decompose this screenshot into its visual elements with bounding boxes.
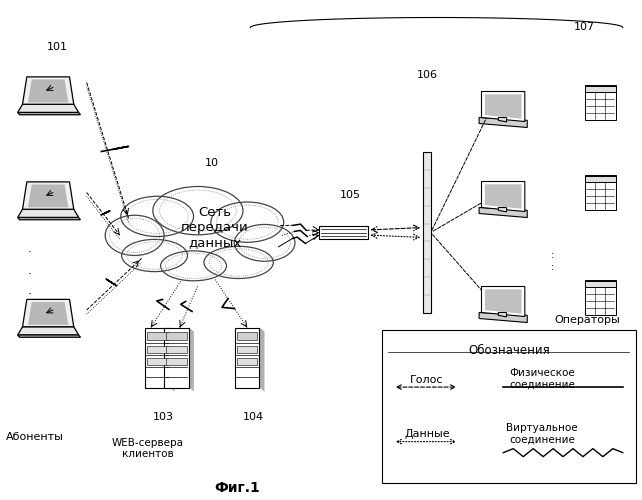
FancyBboxPatch shape — [320, 226, 367, 238]
Text: Данные: Данные — [404, 429, 450, 439]
FancyBboxPatch shape — [423, 152, 431, 312]
Polygon shape — [482, 92, 525, 122]
Text: Виртуальное
соединение: Виртуальное соединение — [506, 423, 578, 444]
Text: Сеть
передачи
данных: Сеть передачи данных — [181, 206, 249, 249]
Polygon shape — [498, 118, 507, 122]
FancyBboxPatch shape — [147, 346, 168, 354]
FancyBboxPatch shape — [235, 328, 259, 388]
Polygon shape — [498, 208, 507, 212]
Polygon shape — [28, 302, 68, 325]
Polygon shape — [17, 210, 78, 218]
Text: 101: 101 — [48, 42, 68, 52]
Text: Физическое
соединение: Физическое соединение — [509, 368, 575, 390]
Polygon shape — [28, 80, 68, 102]
Text: :: : — [550, 250, 554, 260]
Ellipse shape — [234, 224, 295, 261]
FancyBboxPatch shape — [147, 358, 168, 366]
Ellipse shape — [211, 202, 284, 242]
Text: 107: 107 — [574, 22, 594, 32]
Polygon shape — [259, 328, 265, 392]
FancyBboxPatch shape — [585, 280, 616, 315]
Ellipse shape — [204, 246, 273, 278]
Polygon shape — [498, 312, 507, 317]
Polygon shape — [485, 94, 521, 118]
Text: Фиг.1: Фиг.1 — [214, 481, 261, 495]
FancyBboxPatch shape — [237, 358, 257, 366]
FancyBboxPatch shape — [585, 280, 616, 287]
Ellipse shape — [121, 240, 187, 272]
Text: :: : — [550, 262, 554, 272]
Polygon shape — [482, 182, 525, 212]
Polygon shape — [479, 118, 527, 128]
Polygon shape — [17, 112, 80, 114]
FancyBboxPatch shape — [585, 175, 616, 210]
Ellipse shape — [105, 215, 164, 256]
Text: 104: 104 — [243, 412, 264, 422]
FancyBboxPatch shape — [166, 346, 187, 354]
Text: 106: 106 — [417, 70, 437, 80]
FancyBboxPatch shape — [166, 358, 187, 366]
Polygon shape — [479, 312, 527, 322]
Polygon shape — [485, 290, 521, 314]
FancyBboxPatch shape — [585, 86, 616, 92]
Text: 10: 10 — [205, 158, 219, 168]
Polygon shape — [485, 184, 521, 208]
Text: Голос: Голос — [410, 374, 444, 384]
Polygon shape — [189, 328, 194, 392]
Polygon shape — [17, 218, 80, 220]
Text: .
.
.: . . . — [28, 242, 31, 298]
Polygon shape — [479, 208, 527, 218]
Ellipse shape — [153, 186, 243, 235]
Text: WEB-сервера
клиентов: WEB-сервера клиентов — [112, 438, 184, 459]
FancyBboxPatch shape — [164, 328, 189, 388]
FancyBboxPatch shape — [145, 328, 169, 388]
Text: 103: 103 — [153, 412, 174, 422]
Polygon shape — [22, 182, 74, 210]
Polygon shape — [17, 335, 80, 337]
Polygon shape — [28, 184, 68, 208]
Text: Операторы: Операторы — [555, 315, 620, 325]
Polygon shape — [17, 327, 78, 335]
FancyBboxPatch shape — [147, 332, 168, 340]
Text: Абоненты: Абоненты — [6, 432, 64, 442]
FancyBboxPatch shape — [237, 332, 257, 340]
Polygon shape — [17, 104, 78, 112]
Text: Обозначения: Обозначения — [468, 344, 550, 356]
Ellipse shape — [160, 251, 227, 281]
Polygon shape — [169, 328, 175, 392]
FancyBboxPatch shape — [382, 330, 636, 482]
Text: 105: 105 — [340, 190, 360, 200]
Polygon shape — [482, 286, 525, 316]
Polygon shape — [22, 77, 74, 104]
FancyBboxPatch shape — [166, 332, 187, 340]
FancyBboxPatch shape — [585, 85, 616, 120]
Ellipse shape — [121, 196, 194, 236]
FancyBboxPatch shape — [237, 346, 257, 354]
Polygon shape — [22, 300, 74, 327]
FancyBboxPatch shape — [585, 176, 616, 182]
